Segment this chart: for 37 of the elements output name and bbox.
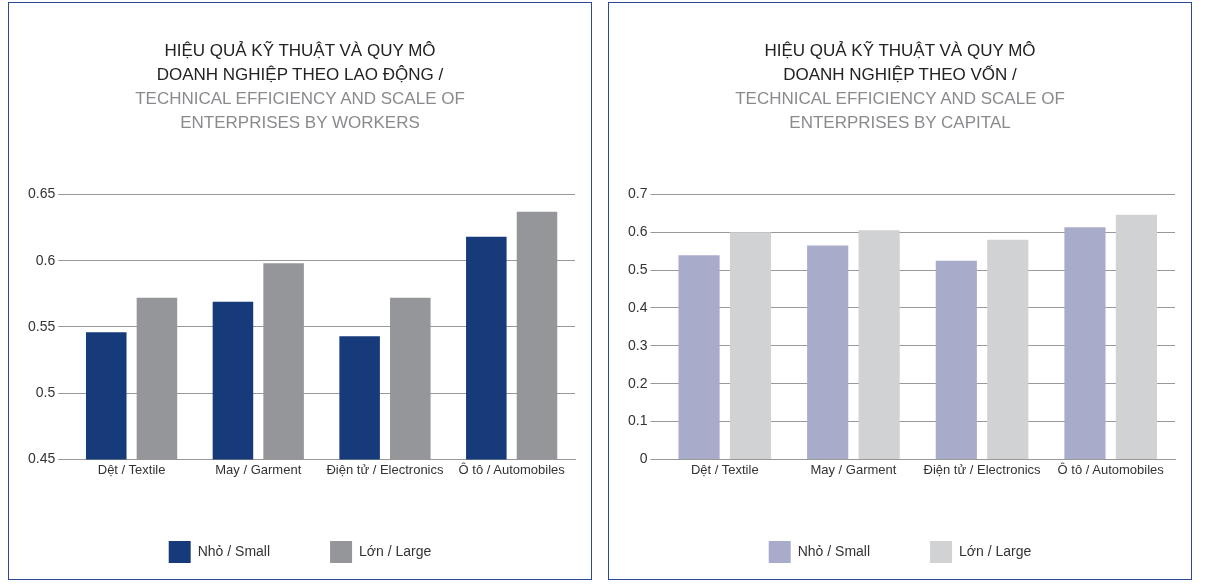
legend-label: Nhỏ / Small <box>797 542 871 559</box>
y-tick-label: 0.4 <box>627 298 648 315</box>
x-tick-label: Dệt / Textile <box>690 461 759 477</box>
bar <box>807 245 849 459</box>
chart-subtitle: TECHNICAL EFFICIENCY AND SCALE OF ENTERPRISES BY CAPITAL <box>735 88 1065 134</box>
y-tick-label: 0.6 <box>35 251 56 268</box>
bar <box>1064 227 1106 459</box>
x-tick-label: Ô tô / Automobiles <box>1057 461 1165 477</box>
chart-title: HIỆU QUẢ KỸ THUẬT VÀ QUY MÔ DOANH NGHIỆP THEO VỐN / <box>763 40 1037 86</box>
y-tick-label: 0.6 <box>627 223 648 240</box>
y-tick-label: 0.55 <box>28 317 56 334</box>
legend-label: Lớn / Large <box>359 542 432 559</box>
y-tick-label: 0.1 <box>627 412 648 429</box>
bar <box>678 255 720 459</box>
x-tick-label: Dệt / Textile <box>97 461 166 477</box>
y-tick-label: 0.7 <box>627 185 648 202</box>
y-tick-label: 0.2 <box>627 374 648 391</box>
x-tick-label: May / Garment <box>215 461 302 477</box>
y-tick-label: 0.45 <box>28 450 56 467</box>
bar <box>858 230 900 459</box>
legend-label: Lớn / Large <box>959 542 1032 559</box>
y-tick-label: 0.5 <box>35 384 56 401</box>
x-tick-label: Điện tử / Electronics <box>923 461 1042 477</box>
x-tick-label: May / Garment <box>810 461 897 477</box>
chart-title: HIỆU QUẢ KỸ THUẬT VÀ QUY MÔ DOANH NGHIỆP THEO LAO ĐỘNG / <box>155 40 445 86</box>
chart-subtitle: TECHNICAL EFFICIENCY AND SCALE OF ENTERPRISES BY WORKERS <box>135 88 465 134</box>
y-tick-label: 0 <box>639 450 648 467</box>
bar <box>1115 214 1157 459</box>
bar <box>935 260 977 459</box>
bar <box>729 232 772 459</box>
x-tick-label: Ô tô / Automobiles <box>458 461 566 477</box>
bar <box>987 239 1029 459</box>
y-tick-label: 0.65 <box>28 185 56 202</box>
y-tick-label: 0.3 <box>627 336 648 353</box>
x-tick-label: Điện tử / Electronics <box>326 461 445 477</box>
y-tick-label: 0.5 <box>627 260 648 277</box>
legend-label: Nhỏ / Small <box>197 542 271 559</box>
